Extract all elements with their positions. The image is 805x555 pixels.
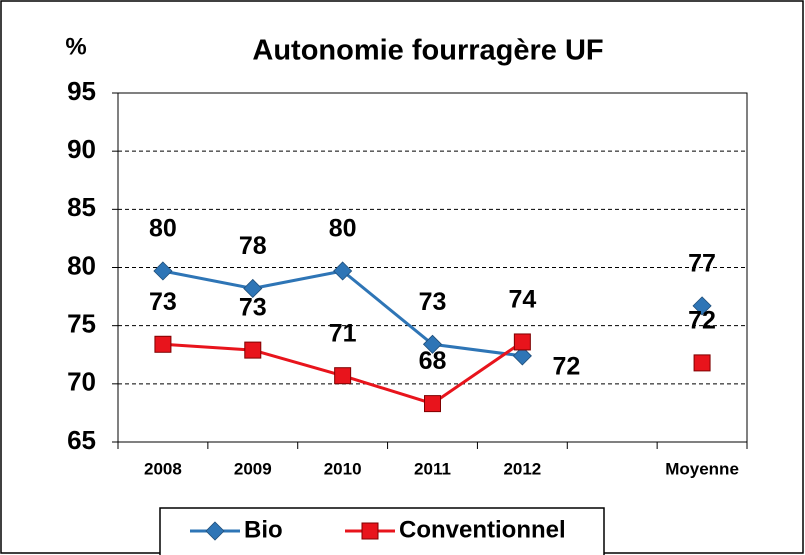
x-tick-label: 2008 <box>144 459 182 478</box>
legend-label: Conventionnel <box>399 516 566 543</box>
plot-area <box>117 92 748 443</box>
data-label: 72 <box>552 353 580 381</box>
data-label: 68 <box>419 347 447 375</box>
data-label: 74 <box>508 286 536 314</box>
data-point <box>512 346 532 366</box>
y-tick-label: 65 <box>67 425 96 455</box>
legend-label: Bio <box>244 516 283 543</box>
data-point <box>334 367 352 385</box>
data-label: 78 <box>239 232 267 260</box>
y-tick-label: 75 <box>67 309 96 339</box>
data-label: 73 <box>239 294 267 322</box>
data-label: 71 <box>329 319 357 347</box>
data-point <box>424 395 441 413</box>
x-tick-label: 2012 <box>503 459 541 478</box>
x-tick-label: 2011 <box>414 459 451 478</box>
data-point <box>154 335 172 353</box>
y-tick-label: 85 <box>67 192 96 222</box>
data-point <box>693 354 711 372</box>
data-point <box>513 333 531 351</box>
data-label: 72 <box>688 307 716 335</box>
data-point <box>692 296 712 316</box>
legend-marker <box>205 521 225 541</box>
x-tick-label: Moyenne <box>665 459 739 478</box>
data-label: 77 <box>688 249 716 277</box>
data-label: 73 <box>419 288 447 316</box>
y-axis-label: % <box>65 33 86 60</box>
data-label: 73 <box>149 288 177 316</box>
data-point <box>333 261 353 281</box>
data-label: 80 <box>329 215 357 243</box>
data-point <box>153 261 173 281</box>
data-label: 80 <box>149 215 177 243</box>
x-tick-label: 2010 <box>324 459 362 478</box>
y-tick-label: 95 <box>67 76 96 106</box>
y-tick-label: 80 <box>67 250 96 280</box>
data-point <box>244 341 262 359</box>
data-point <box>243 278 263 299</box>
chart-title: Autonomie fourragère UF <box>252 35 603 67</box>
y-tick-label: 90 <box>67 134 96 164</box>
x-tick-label: 2009 <box>234 459 272 478</box>
y-tick-label: 70 <box>67 367 96 397</box>
data-point <box>422 334 443 354</box>
legend-marker <box>361 522 379 540</box>
